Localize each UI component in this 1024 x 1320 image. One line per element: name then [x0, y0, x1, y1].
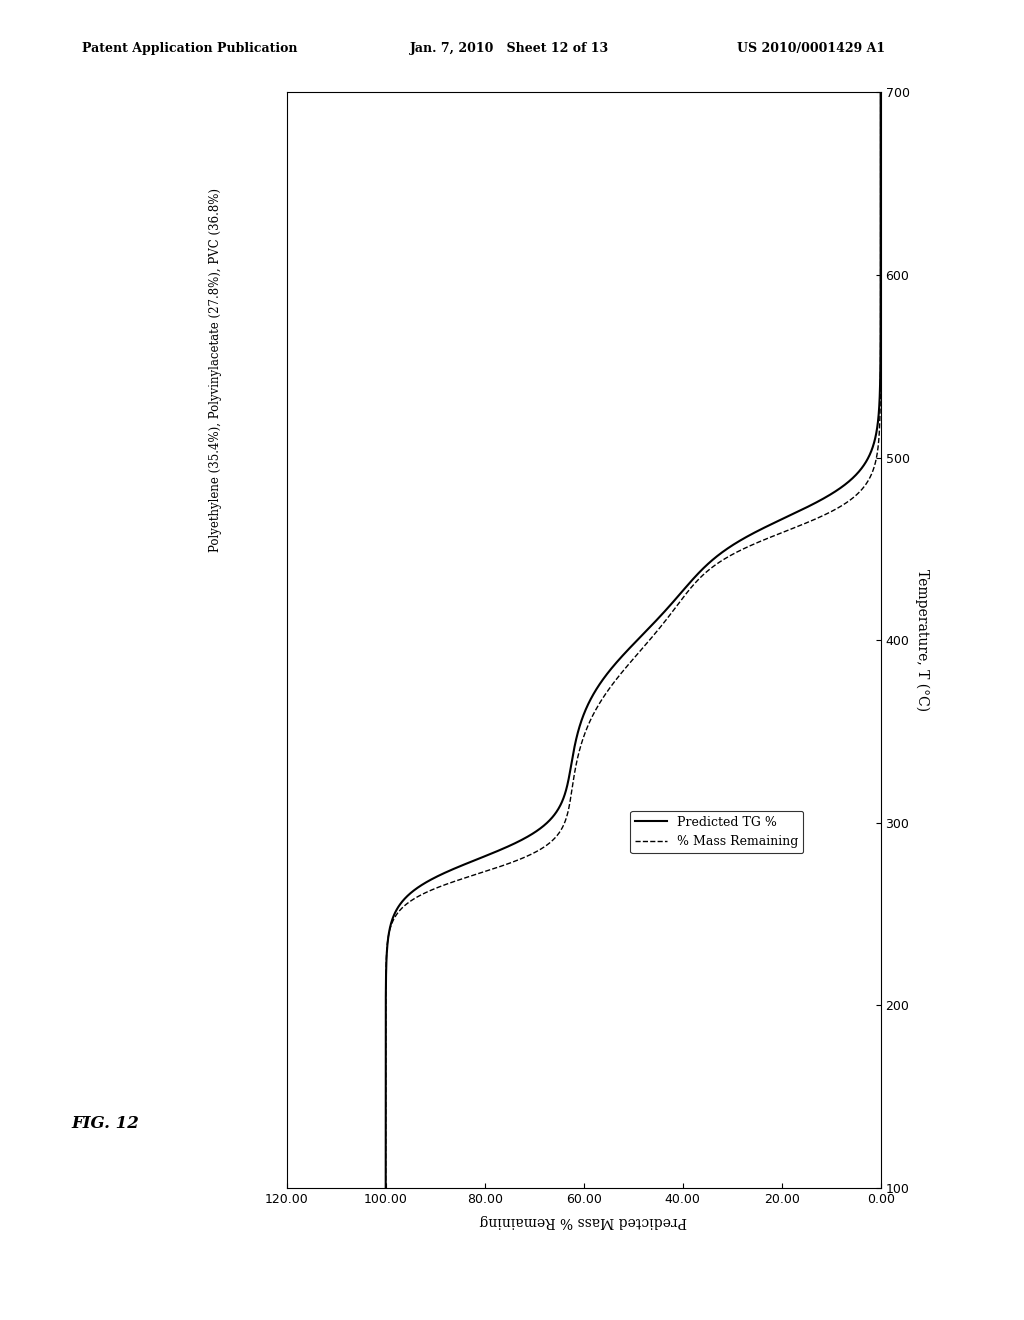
Predicted TG % [594, 676, 606, 692]
Predicted TG % [380, 1125, 392, 1140]
Line: Predicted TG %: Predicted TG % [386, 92, 881, 1188]
Text: Jan. 7, 2010   Sheet 12 of 13: Jan. 7, 2010 Sheet 12 of 13 [410, 42, 608, 55]
% Mass Remaining [874, 116, 887, 132]
% Mass Remaining [606, 676, 618, 692]
Predicted TG % [874, 84, 887, 100]
Line: % Mass Remaining: % Mass Remaining [386, 92, 881, 1188]
Text: Patent Application Publication: Patent Application Publication [82, 42, 297, 55]
% Mass Remaining [874, 84, 887, 100]
Predicted TG % [874, 116, 887, 132]
Predicted TG % [380, 1180, 392, 1196]
% Mass Remaining [380, 1180, 392, 1196]
Text: Polyethylene (35.4%), Polyvinylacetate (27.8%), PVC (36.8%): Polyethylene (35.4%), Polyvinylacetate (… [209, 187, 221, 552]
% Mass Remaining [380, 1125, 392, 1140]
Predicted TG % [874, 317, 887, 333]
Text: FIG. 12: FIG. 12 [72, 1115, 139, 1133]
X-axis label: Predicted Mass % Remaining: Predicted Mass % Remaining [480, 1214, 687, 1228]
Predicted TG % [874, 116, 887, 132]
Y-axis label: Temperature, T (°C): Temperature, T (°C) [914, 569, 929, 711]
% Mass Remaining [874, 116, 887, 132]
% Mass Remaining [631, 647, 643, 663]
% Mass Remaining [874, 317, 887, 333]
Text: US 2010/0001429 A1: US 2010/0001429 A1 [737, 42, 886, 55]
Legend: Predicted TG %, % Mass Remaining: Predicted TG %, % Mass Remaining [631, 810, 803, 853]
Predicted TG % [616, 647, 629, 663]
